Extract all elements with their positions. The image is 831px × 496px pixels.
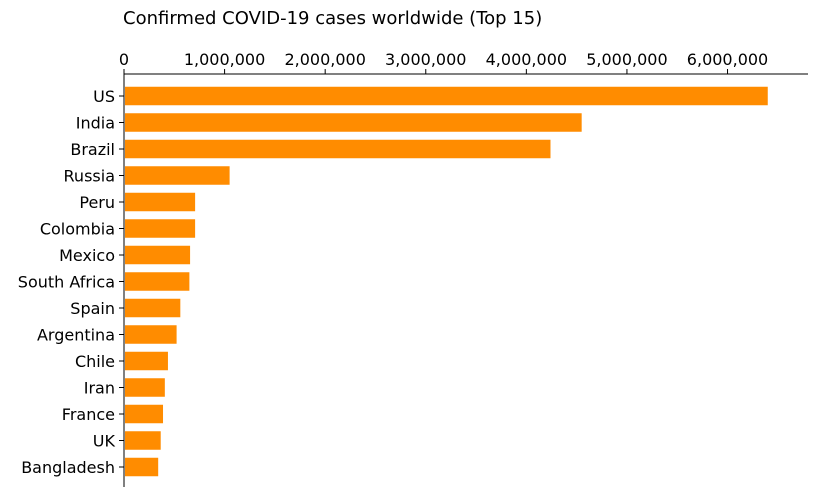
bars-group bbox=[125, 86, 768, 477]
category-label: Bangladesh bbox=[21, 458, 115, 477]
bar-mexico bbox=[125, 245, 191, 265]
x-tick-label: 1,000,000 bbox=[184, 50, 265, 69]
bar-uk bbox=[125, 431, 161, 450]
category-label: Peru bbox=[79, 193, 115, 212]
category-label: Brazil bbox=[70, 140, 115, 159]
bar-russia bbox=[125, 166, 230, 185]
bar-chile bbox=[125, 351, 168, 371]
y-axis: US India Brazil Russia Peru Colombia Mexico Sou… bbox=[18, 74, 125, 487]
category-label: Mexico bbox=[59, 246, 115, 265]
chart-title: Confirmed COVID-19 cases worldwide (Top … bbox=[123, 8, 542, 29]
category-label: Russia bbox=[64, 167, 115, 186]
category-label: South Africa bbox=[18, 273, 115, 292]
x-tick-label: 3,000,000 bbox=[385, 50, 466, 69]
x-tick-label: 2,000,000 bbox=[284, 50, 365, 69]
category-label: Spain bbox=[70, 299, 115, 318]
bar-us bbox=[125, 86, 768, 106]
bar-colombia bbox=[125, 219, 196, 238]
category-label: India bbox=[76, 114, 115, 133]
bar-spain bbox=[125, 298, 181, 318]
x-tick-label: 0 bbox=[119, 50, 129, 69]
x-tick-label: 5,000,000 bbox=[586, 50, 667, 69]
category-label: US bbox=[93, 87, 115, 106]
bar-france bbox=[125, 404, 164, 424]
category-label: Colombia bbox=[40, 220, 115, 239]
category-label: Iran bbox=[84, 379, 115, 398]
bar-iran bbox=[125, 378, 165, 397]
bar-india bbox=[125, 113, 582, 132]
x-tick-label: 4,000,000 bbox=[486, 50, 567, 69]
bar-south-africa bbox=[125, 272, 190, 291]
bar-peru bbox=[125, 192, 196, 212]
category-label: France bbox=[62, 405, 115, 424]
x-axis: 0 1,000,000 2,000,000 3,000,000 4,000,000 5,0… bbox=[119, 50, 808, 75]
x-tick-label: 6,000,000 bbox=[687, 50, 768, 69]
bar-brazil bbox=[125, 139, 551, 159]
bar-argentina bbox=[125, 325, 177, 344]
category-label: Argentina bbox=[37, 326, 115, 345]
category-label: UK bbox=[93, 432, 116, 451]
bar-bangladesh bbox=[125, 457, 159, 477]
category-label: Chile bbox=[75, 352, 115, 371]
